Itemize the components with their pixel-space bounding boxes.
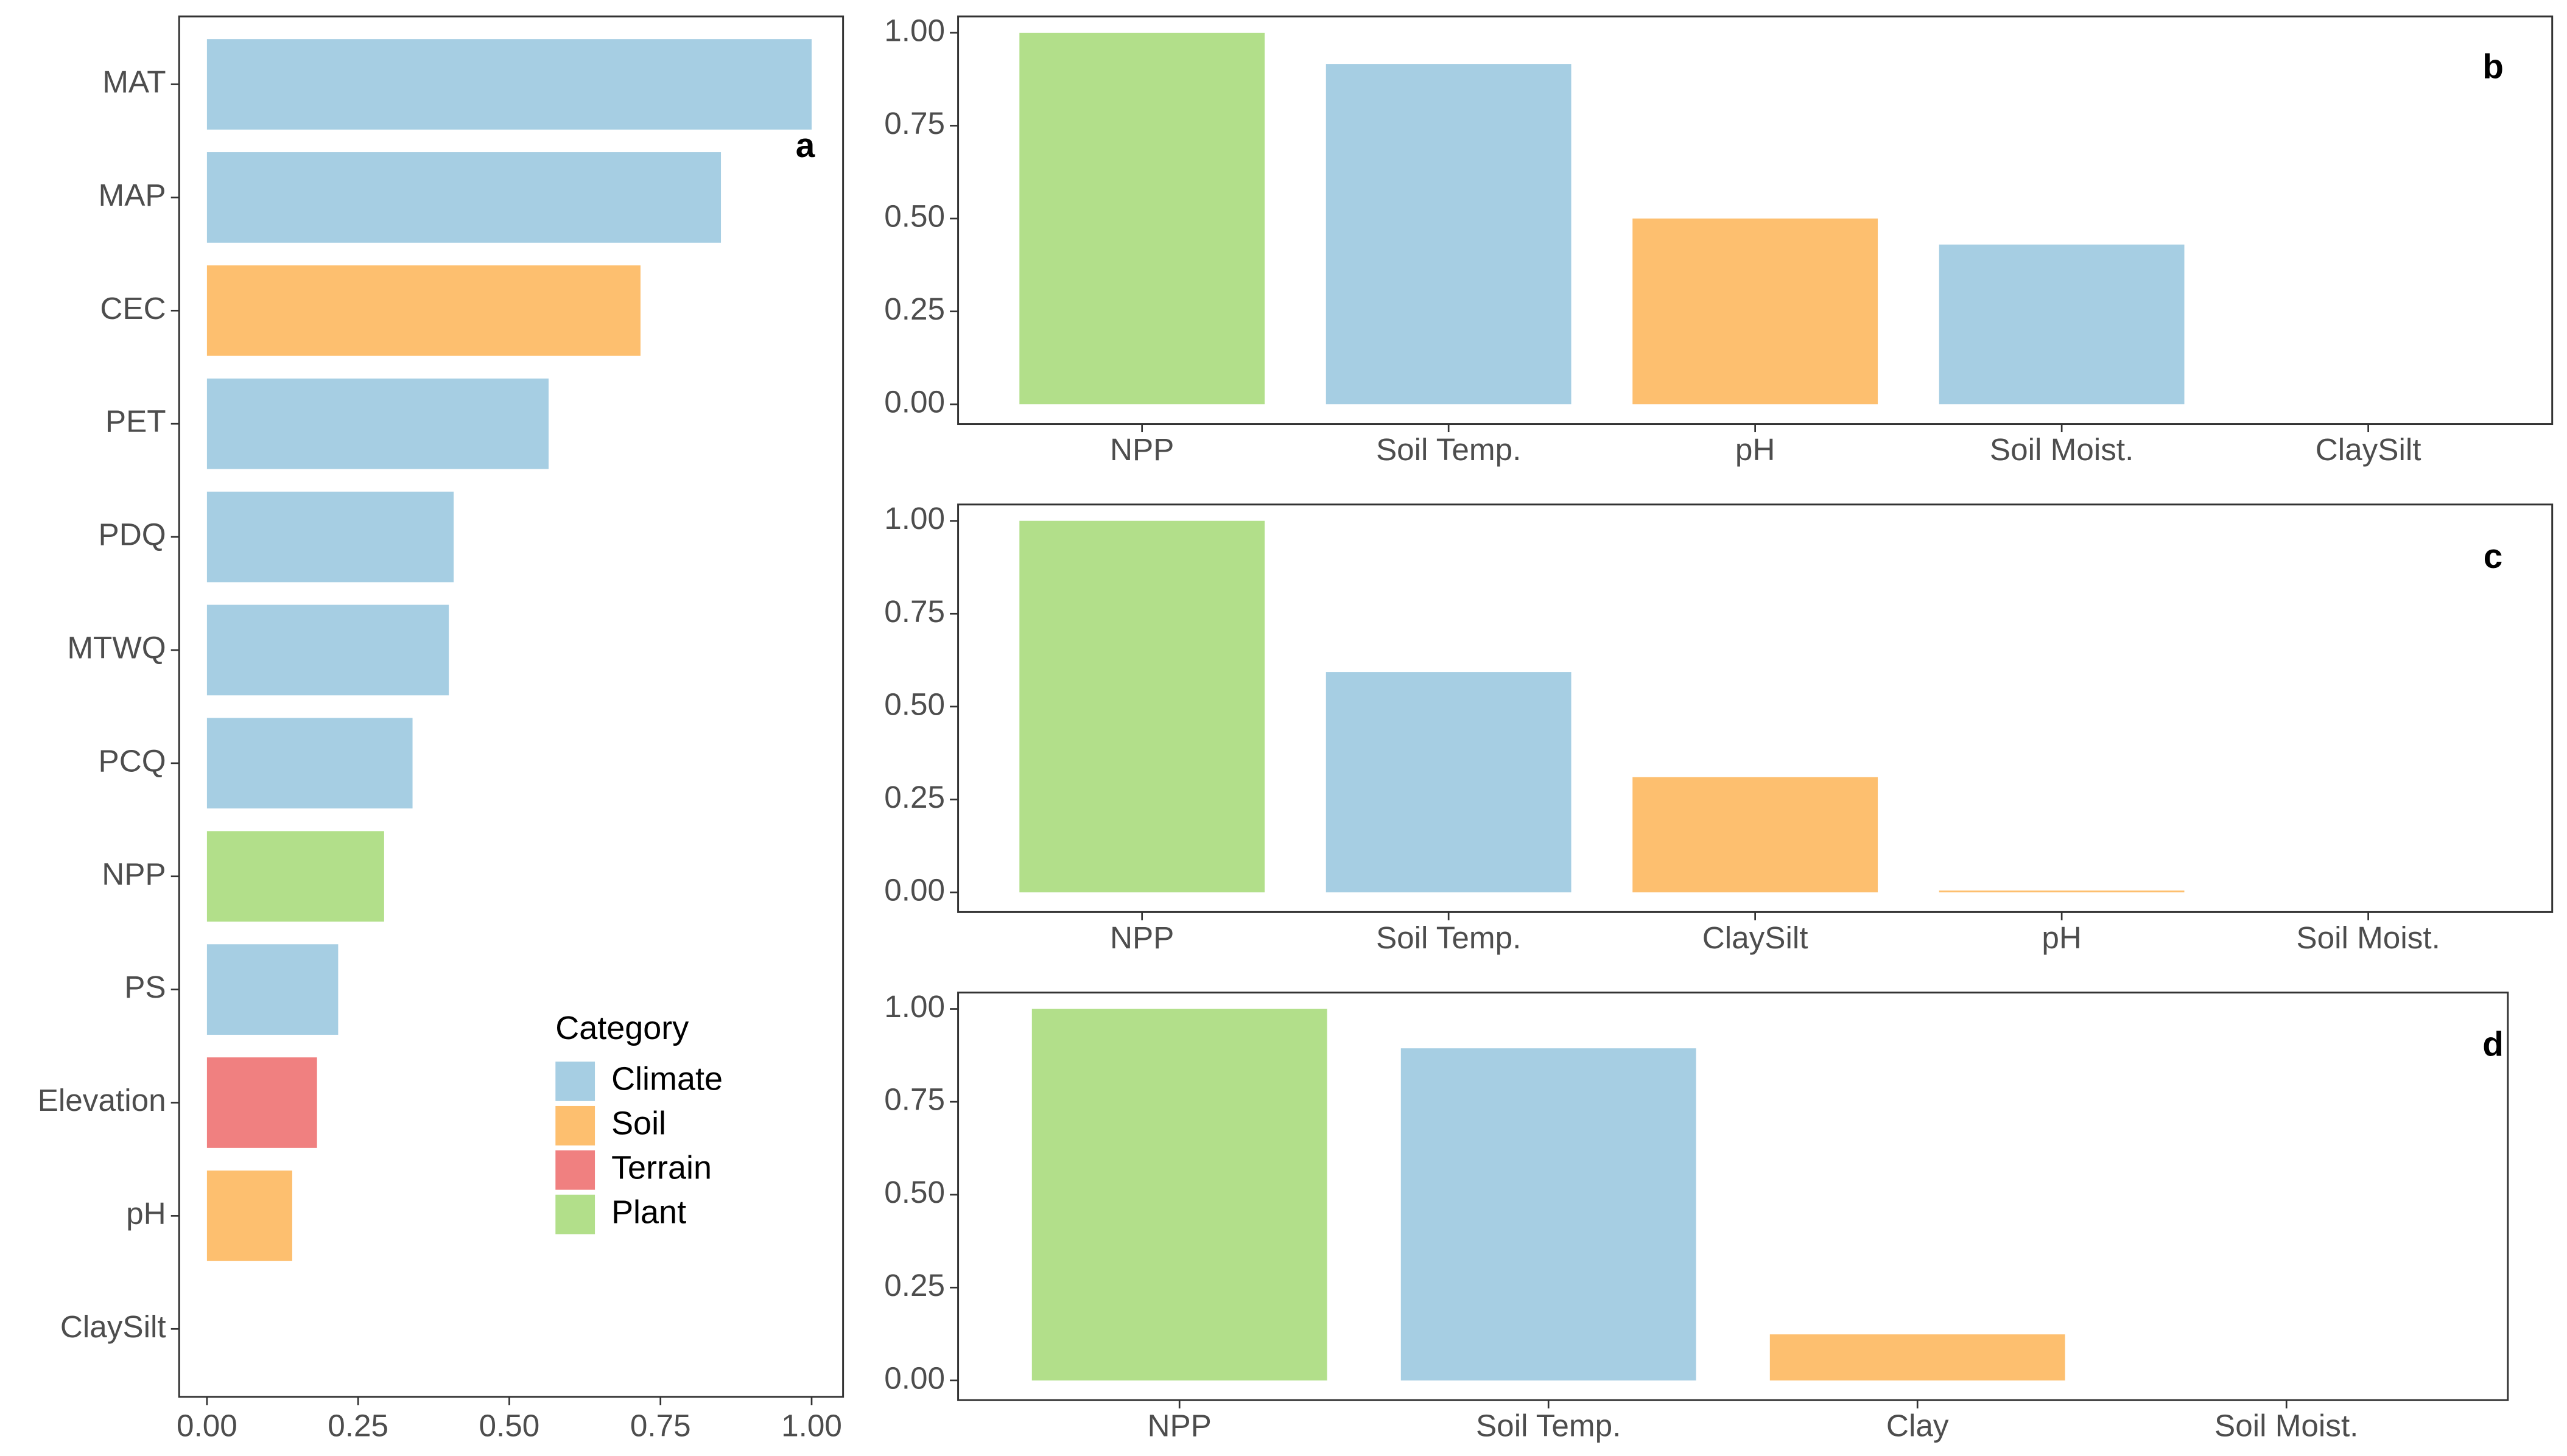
panel-label: a — [796, 127, 815, 165]
legend-key — [555, 1105, 595, 1146]
bar — [1019, 32, 1265, 405]
y-tick-label: 0.25 — [884, 292, 945, 326]
bar — [1632, 777, 1878, 893]
y-tick-label: 0.75 — [884, 594, 945, 629]
bar — [1632, 219, 1878, 405]
y-tick-label: MAP — [99, 178, 166, 212]
x-tick-label: Soil Moist. — [1990, 432, 2133, 467]
y-tick-label: NPP — [102, 856, 166, 891]
bar — [206, 718, 413, 809]
bar — [1019, 520, 1265, 893]
legend-label: Soil — [611, 1105, 666, 1142]
bar — [1769, 1334, 2065, 1381]
legend-label: Climate — [611, 1061, 723, 1097]
x-tick-label: 0.00 — [177, 1409, 237, 1443]
y-tick-label: PDQ — [99, 517, 166, 552]
x-tick-label: Soil Temp. — [1376, 920, 1521, 955]
bar — [206, 831, 384, 922]
y-tick-label: 0.25 — [884, 780, 945, 814]
panel-label: b — [2482, 47, 2504, 86]
bar — [1326, 64, 1571, 405]
bar — [206, 265, 641, 356]
x-tick-label: 0.50 — [479, 1409, 540, 1443]
panel-border — [957, 503, 2554, 913]
bar — [206, 1057, 317, 1148]
y-tick-label: 0.25 — [884, 1268, 945, 1303]
y-tick-label: 1.00 — [884, 13, 945, 47]
x-tick-label: Soil Moist. — [2296, 920, 2440, 955]
x-tick-label: Soil Temp. — [1476, 1409, 1621, 1443]
y-tick-label: 0.50 — [884, 1175, 945, 1209]
x-tick-label: NPP — [1147, 1409, 1211, 1443]
bar — [1031, 1009, 1327, 1381]
y-tick-label: MTWQ — [67, 631, 166, 665]
x-tick-label: 1.00 — [781, 1409, 842, 1443]
legend-title: Category — [555, 1010, 689, 1046]
x-tick-label: 0.25 — [328, 1409, 388, 1443]
y-tick-label: 1.00 — [884, 989, 945, 1024]
panel-label: d — [2482, 1026, 2504, 1064]
legend-key — [555, 1194, 595, 1234]
x-tick-label: NPP — [1110, 920, 1174, 955]
bar — [1400, 1048, 1696, 1381]
bar — [206, 39, 812, 130]
y-tick-label: PS — [124, 970, 166, 1004]
bar — [206, 491, 454, 583]
y-tick-label: 0.50 — [884, 199, 945, 234]
panel-border — [957, 15, 2554, 425]
y-tick-label: 1.00 — [884, 501, 945, 536]
y-tick-label: 0.00 — [884, 1360, 945, 1395]
bar — [1326, 672, 1571, 893]
bar — [206, 152, 722, 243]
y-tick-label: ClaySilt — [60, 1309, 166, 1344]
panel-label: c — [2484, 537, 2503, 576]
x-tick-label: pH — [1735, 432, 1775, 467]
x-tick-label: NPP — [1110, 432, 1174, 467]
y-tick-label: PET — [105, 404, 166, 439]
x-tick-label: Clay — [1886, 1409, 1949, 1443]
bar — [1939, 244, 2185, 405]
bar — [206, 944, 339, 1035]
y-tick-label: Elevation — [38, 1083, 166, 1118]
x-tick-label: 0.75 — [630, 1409, 691, 1443]
panel-border — [178, 15, 845, 1398]
y-tick-label: 0.75 — [884, 1082, 945, 1117]
y-tick-label: pH — [126, 1196, 166, 1231]
bar — [206, 604, 449, 696]
y-tick-label: MAT — [102, 65, 166, 99]
y-tick-label: PCQ — [99, 743, 166, 778]
bar — [206, 1171, 292, 1261]
y-tick-label: 0.50 — [884, 687, 945, 721]
legend-label: Terrain — [611, 1150, 712, 1186]
bar — [206, 378, 549, 469]
legend-label: Plant — [611, 1194, 686, 1230]
x-tick-label: Soil Moist. — [2214, 1409, 2358, 1443]
legend-key — [555, 1150, 595, 1190]
y-tick-label: 0.00 — [884, 385, 945, 419]
y-tick-label: 0.00 — [884, 873, 945, 908]
x-tick-label: ClaySilt — [2316, 432, 2421, 467]
x-tick-label: Soil Temp. — [1376, 432, 1521, 467]
legend-key — [555, 1062, 595, 1101]
y-tick-label: 0.75 — [884, 106, 945, 141]
panel-border — [957, 992, 2509, 1401]
x-tick-label: pH — [2042, 920, 2082, 955]
bar — [1939, 890, 2185, 893]
y-tick-label: CEC — [100, 291, 166, 326]
x-tick-label: ClaySilt — [1702, 920, 1808, 955]
